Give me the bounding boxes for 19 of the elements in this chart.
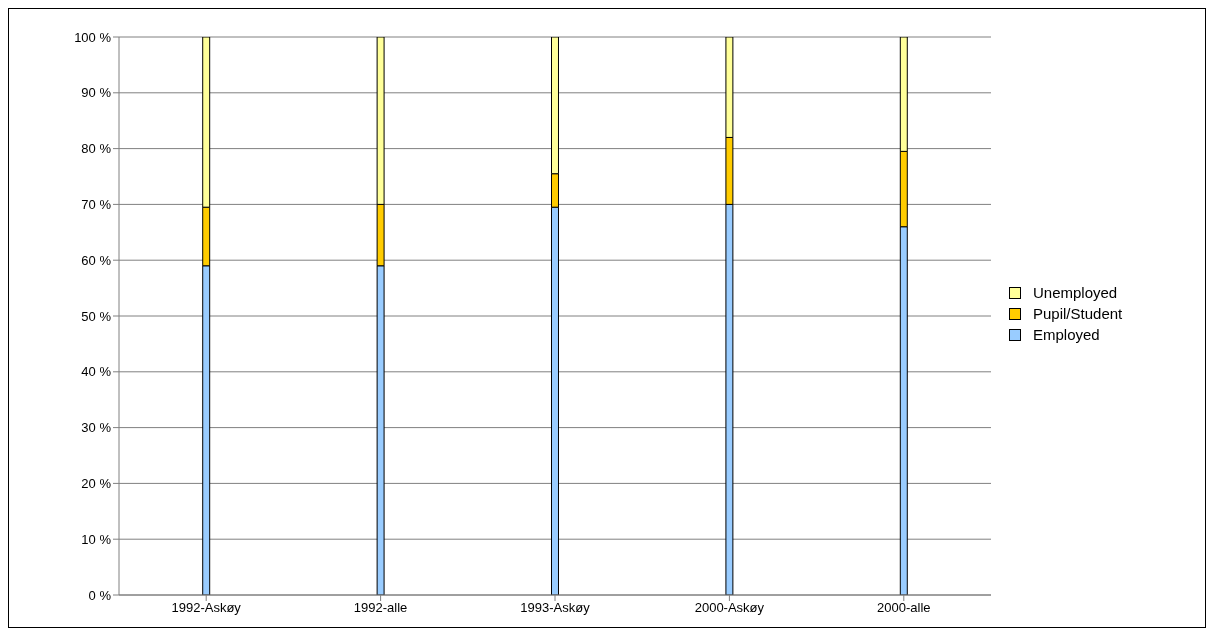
y-tick-label: 90 % <box>81 85 112 101</box>
legend-label: Pupil/Student <box>1033 305 1123 322</box>
y-tick-label: 60 % <box>81 252 112 268</box>
x-tick-label: 1992-Askøy <box>171 600 242 616</box>
legend-label: Unemployed <box>1033 284 1118 301</box>
legend-label: Employed <box>1033 326 1100 343</box>
y-tick-label: 10 % <box>81 531 112 547</box>
y-tick-label: 30 % <box>81 420 112 436</box>
y-tick-label: 80 % <box>81 141 112 157</box>
x-tick-label: 2000-Askøy <box>694 600 765 616</box>
x-tick-label: 1992-alle <box>353 600 408 616</box>
y-tick-label: 40 % <box>81 364 112 380</box>
y-tick-label: 100 % <box>74 29 112 45</box>
y-tick-label: 70 % <box>81 197 112 213</box>
x-tick-label: 2000-alle <box>877 600 931 616</box>
x-tick-label: 1993-Askøy <box>520 600 591 616</box>
y-tick-label: 0 % <box>88 587 112 603</box>
y-tick-label: 50 % <box>81 308 112 324</box>
y-tick-label: 20 % <box>81 476 112 492</box>
